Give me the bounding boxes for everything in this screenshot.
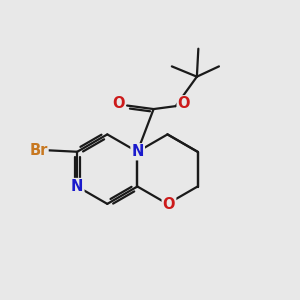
- Text: N: N: [131, 144, 144, 159]
- Text: O: O: [163, 197, 175, 212]
- Text: O: O: [178, 96, 190, 111]
- Text: Br: Br: [29, 143, 47, 158]
- Text: N: N: [71, 179, 83, 194]
- Text: O: O: [112, 96, 124, 111]
